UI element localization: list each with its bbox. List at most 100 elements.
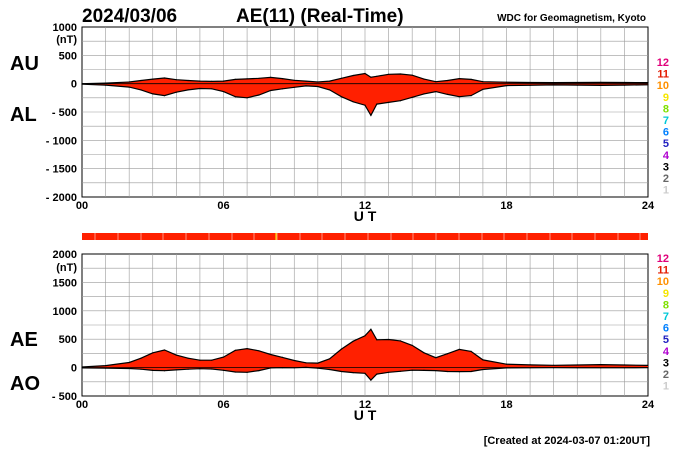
created-timestamp: [Created at 2024-03-07 01:20UT] [484,435,651,447]
al-data-point [281,88,284,90]
level-2-label: 2 [663,173,669,185]
au-data-point [576,81,578,84]
ae-data-point [352,340,354,342]
au-data-point [529,81,531,84]
al-data-point [600,84,602,86]
x-tick-label: 00 [76,200,88,212]
ae-data-point [187,357,189,359]
level-1-label: 1 [663,381,669,393]
ae-data-point [270,353,272,356]
au-data-point [152,78,154,80]
au-data-point [128,81,130,83]
ao-data-point [152,369,154,371]
al-data-point [446,93,449,95]
al-data-point [187,89,189,91]
ao-data-point [376,373,378,375]
al-data-point [458,96,460,98]
ao-data-point [399,370,401,372]
ao-data-point [340,370,342,373]
ae-data-point [140,357,142,359]
al-data-point [352,101,354,103]
ae-ao-grid [82,254,648,396]
al-data-point [364,104,366,106]
figure-title: AE(11) (Real-Time) [236,6,404,27]
ao-data-point [175,369,177,371]
level-7-label: 7 [663,115,669,127]
al-data-point [152,93,154,95]
y-tick-label: 500 [59,334,77,346]
au-al-grid [82,27,648,197]
ao-data-point [446,370,449,373]
al-data-point [211,88,213,90]
date-label: 2024/03/06 [82,6,177,27]
ae-data-point [329,358,331,360]
al-data-point [470,95,472,97]
level-8-label: 8 [663,299,669,311]
ae-data-point [246,348,248,350]
ao-data-point [352,372,354,374]
al-data-point [128,86,130,88]
ae-data-point [411,344,413,346]
ao-data-point [482,368,484,371]
ao-data-point [211,368,213,370]
level-8-label: 8 [663,103,669,115]
ae-data-point [105,365,107,367]
au-data-point [317,81,319,83]
x-tick-label: 24 [642,200,655,212]
ao-data-point [128,367,130,370]
ae-data-point [364,335,366,337]
au-data-point [187,79,189,82]
level-4-label: 4 [663,346,670,358]
y-tick-label: 0 [71,79,77,91]
ae-data-point [175,354,177,356]
ao-data-point [470,370,472,373]
au-data-point [175,79,177,81]
level-11-label: 11 [657,265,669,277]
level-3-label: 3 [663,357,669,369]
al-data-point [329,89,331,91]
level-9-label: 9 [663,288,669,300]
ao-data-point [458,371,460,373]
ao-data-point [199,368,201,370]
ae-data-point [211,359,213,361]
ae-data-point [647,364,649,366]
ao-data-point [388,371,390,373]
level-4-label: 4 [663,150,670,162]
ao-data-point [364,372,366,374]
au-data-point [623,81,626,84]
y-tick-label: 1500 [53,277,77,289]
ae-data-point [222,356,225,358]
ae-series-label: AE [10,329,38,351]
ae-data-point [128,361,130,364]
x-tick-label: 12 [359,200,371,212]
level-7-label: 7 [663,311,669,323]
y-tick-label: - 2000 [46,192,77,204]
level-12-label: 12 [657,253,669,265]
au-data-point [388,73,390,75]
al-data-point [293,86,295,88]
au-data-point [647,82,649,84]
level-1-label: 1 [663,185,669,197]
y-tick-label: - 500 [52,391,77,403]
au-data-point [446,79,449,82]
ae-data-point [199,359,201,361]
x-tick-label: 18 [500,200,512,212]
au-data-point [199,80,201,82]
ae-data-point [258,350,260,352]
al-data-point [175,91,177,93]
level-10-label: 10 [657,276,669,288]
au-data-point [305,80,307,82]
au-data-point [376,75,378,77]
al-data-point [270,89,272,92]
ae-data-point [293,359,295,362]
ae-data-point [388,338,390,341]
al-data-point [199,87,201,90]
source-label: WDC for Geomagnetism, Kyoto [497,13,646,24]
au-data-point [258,77,260,79]
au-al-x-axis-label: U T [354,208,377,224]
ao-data-point [435,370,437,372]
ae-data-point [423,352,425,354]
al-data-point [529,84,531,86]
